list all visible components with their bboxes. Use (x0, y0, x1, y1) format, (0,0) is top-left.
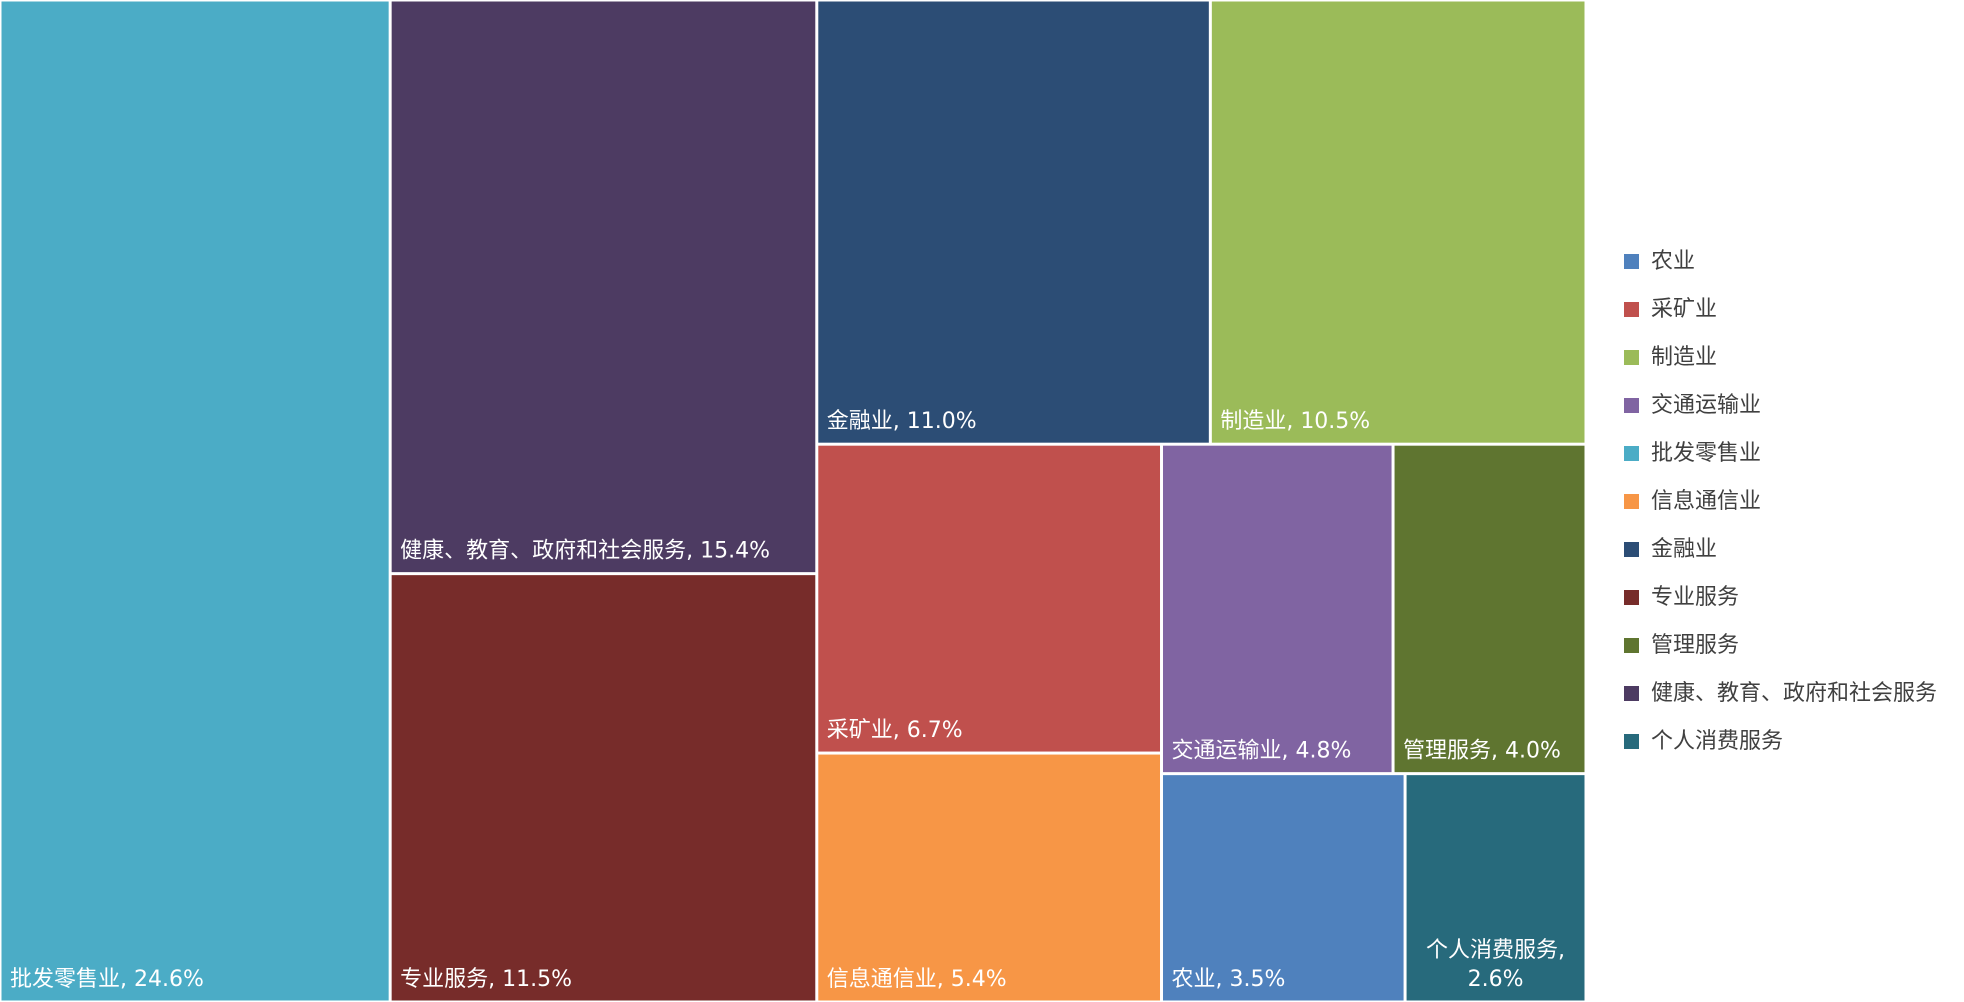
legend-label: 制造业 (1651, 345, 1717, 370)
data-label: 专业服务, 11.5% (400, 967, 572, 992)
legend-label: 采矿业 (1651, 297, 1717, 322)
legend-label: 交通运输业 (1651, 393, 1761, 418)
legend-swatch (1624, 686, 1639, 701)
tile (1211, 1, 1585, 443)
data-label: 批发零售业, 24.6% (10, 967, 204, 992)
legend-swatch (1624, 494, 1639, 509)
legend-swatch (1624, 398, 1639, 413)
legend-swatch (1624, 590, 1639, 605)
tile (391, 1, 816, 573)
legend-swatch (1624, 542, 1639, 557)
legend-label: 批发零售业 (1651, 441, 1761, 466)
tile (1406, 775, 1585, 1001)
legend-label: 管理服务 (1651, 633, 1739, 658)
legend-swatch (1624, 734, 1639, 749)
data-label: 金融业, 11.0% (827, 409, 977, 434)
legend-swatch (1624, 302, 1639, 317)
data-label: 农业, 3.5% (1172, 967, 1286, 992)
data-label: 信息通信业, 5.4% (827, 967, 1007, 992)
tile (818, 445, 1161, 752)
legend-swatch (1624, 254, 1639, 269)
tile (818, 754, 1161, 1001)
data-label-line: 2.6% (1468, 967, 1524, 992)
legend-label: 信息通信业 (1651, 489, 1761, 514)
legend-label: 金融业 (1651, 537, 1717, 562)
tile (1394, 445, 1585, 773)
tile (818, 1, 1209, 443)
data-label: 健康、教育、政府和社会服务, 15.4% (400, 539, 770, 564)
legend-label: 健康、教育、政府和社会服务 (1651, 681, 1937, 706)
tile (1163, 775, 1404, 1001)
data-label: 管理服务, 4.0% (1403, 739, 1561, 764)
legend-swatch (1624, 446, 1639, 461)
data-label: 个人消费服务, 2.6% (1426, 938, 1565, 992)
data-label: 交通运输业, 4.8% (1172, 739, 1352, 764)
tile (391, 575, 816, 1001)
legend-swatch (1624, 350, 1639, 365)
legend-label: 专业服务 (1651, 585, 1739, 610)
legend-label: 个人消费服务 (1651, 729, 1783, 754)
legend-swatch (1624, 638, 1639, 653)
tile (1163, 445, 1392, 773)
data-label-line: 个人消费服务, (1426, 938, 1565, 963)
tile (1, 1, 389, 1001)
data-label: 制造业, 10.5% (1220, 409, 1370, 434)
legend-label: 农业 (1651, 249, 1695, 274)
data-label: 采矿业, 6.7% (827, 718, 963, 743)
